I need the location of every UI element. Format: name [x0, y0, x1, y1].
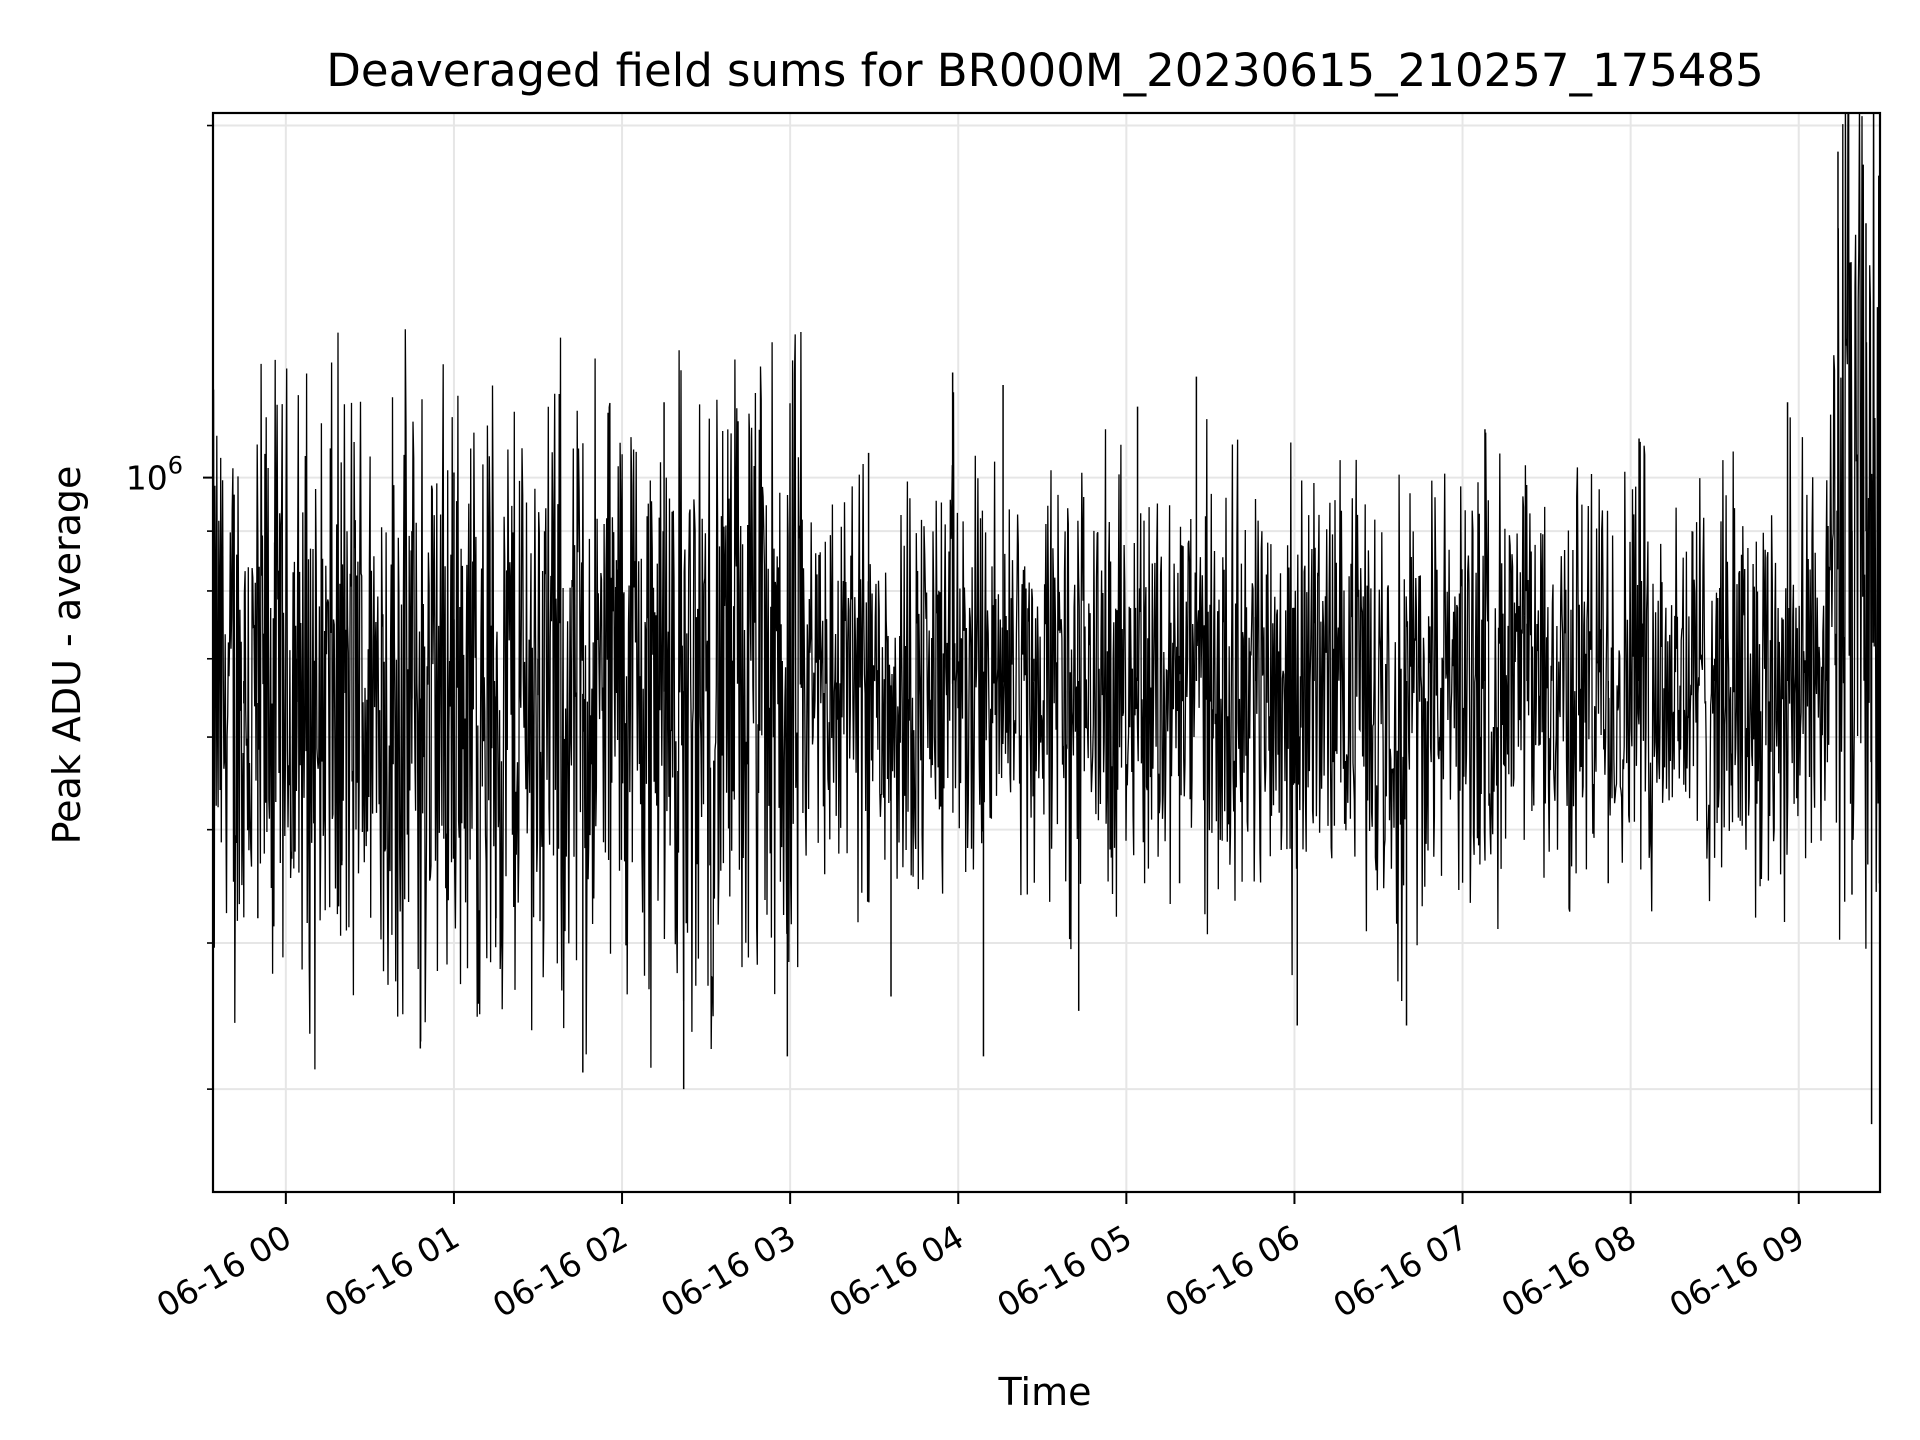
plot-area: [213, 113, 1880, 1125]
plot-frame: [211, 111, 1882, 1194]
y-tick-label: 106: [126, 452, 183, 498]
y-axis-label: Peak ADU - average: [45, 466, 89, 845]
chart-title: Deaveraged field sums for BR000M_2023061…: [326, 44, 1764, 97]
data-series-line: [213, 113, 1880, 1070]
y-tick-label-exponent: 6: [168, 452, 183, 480]
y-tick-label-base: 10: [126, 459, 168, 498]
x-axis-label: Time: [998, 1370, 1092, 1414]
y-axis: 106: [126, 124, 213, 1090]
